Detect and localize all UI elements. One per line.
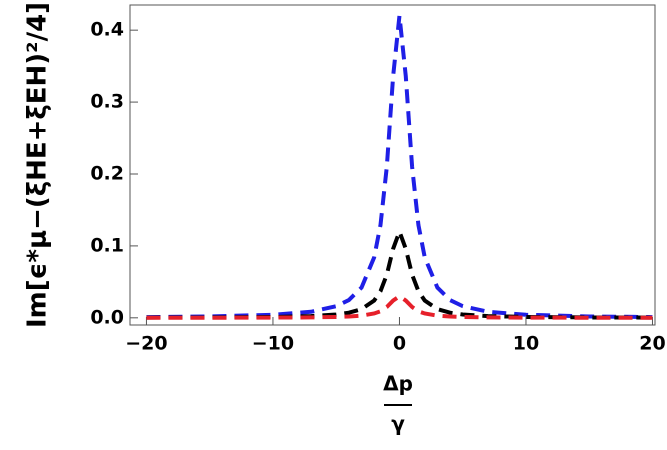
y-axis-label: Im[ϵ*μ−(ξHE+ξEH)²/4] — [23, 2, 53, 328]
y-tick-label: 0.0 — [90, 306, 124, 328]
y-tick-label: 0.4 — [90, 19, 124, 41]
y-tick-label: 0.1 — [90, 234, 124, 256]
x-axis-label-numerator: Δp — [383, 372, 413, 396]
y-tick-label: 0.3 — [90, 91, 124, 113]
x-tick-label: 0 — [393, 333, 406, 355]
x-tick-label: −10 — [252, 333, 294, 355]
x-tick-label: −20 — [125, 333, 167, 355]
x-tick-label: 10 — [513, 333, 539, 355]
x-axis-label-denominator: γ — [391, 412, 405, 436]
y-tick-label: 0.2 — [90, 162, 124, 184]
series-line — [146, 15, 653, 320]
series-line — [146, 293, 653, 320]
series-line — [146, 225, 653, 320]
plot-frame — [129, 4, 656, 326]
x-tick-label: 20 — [639, 333, 665, 355]
